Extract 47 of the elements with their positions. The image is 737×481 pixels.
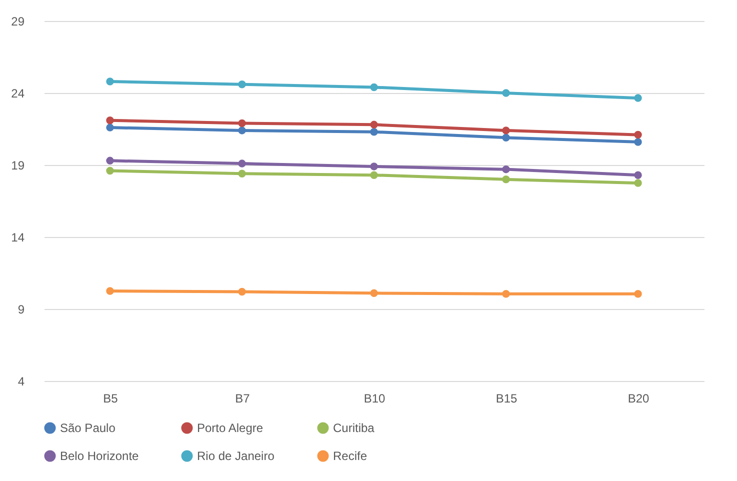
point: [370, 83, 378, 92]
legend-label: Rio de Janeiro: [197, 449, 275, 463]
point: [502, 89, 510, 97]
point: [238, 170, 246, 178]
legend-label: Recife: [333, 449, 368, 463]
point: [634, 138, 642, 146]
point: [370, 128, 378, 136]
legend-label: Curitiba: [333, 421, 375, 435]
x-tick-label: B10: [364, 392, 386, 406]
point: [502, 126, 510, 134]
point: [502, 134, 510, 142]
point: [106, 124, 114, 132]
point: [238, 288, 246, 296]
point: [370, 162, 378, 170]
point: [634, 290, 642, 298]
point: [106, 156, 114, 165]
legend-label: São Paulo: [60, 421, 116, 435]
y-tick-label: 29: [11, 14, 25, 28]
point: [106, 166, 114, 175]
x-tick-label: B15: [496, 392, 518, 406]
point: [634, 179, 642, 187]
point: [106, 116, 114, 124]
point: [634, 171, 642, 179]
y-tick-label: 14: [11, 230, 25, 244]
x-tick-label: B5: [103, 392, 118, 406]
point: [106, 78, 114, 86]
x-tick-label: B20: [628, 392, 650, 406]
point: [502, 176, 510, 184]
point: [634, 130, 642, 139]
legend-label: Belo Horizonte: [60, 449, 140, 463]
point: [370, 120, 378, 129]
point: [502, 165, 510, 174]
point: [370, 289, 378, 298]
point: [238, 160, 246, 168]
legend-label: Porto Alegre: [197, 421, 264, 435]
point: [634, 94, 642, 102]
point: [370, 171, 378, 179]
point: [502, 290, 510, 298]
point: [238, 119, 246, 128]
y-tick-label: 9: [18, 302, 25, 316]
y-tick-label: 19: [11, 158, 25, 172]
point: [106, 287, 114, 295]
x-tick-label: B7: [235, 392, 250, 406]
point: [238, 126, 246, 134]
y-tick-label: 24: [11, 86, 25, 100]
point: [238, 80, 246, 88]
y-tick-label: 4: [18, 374, 25, 388]
